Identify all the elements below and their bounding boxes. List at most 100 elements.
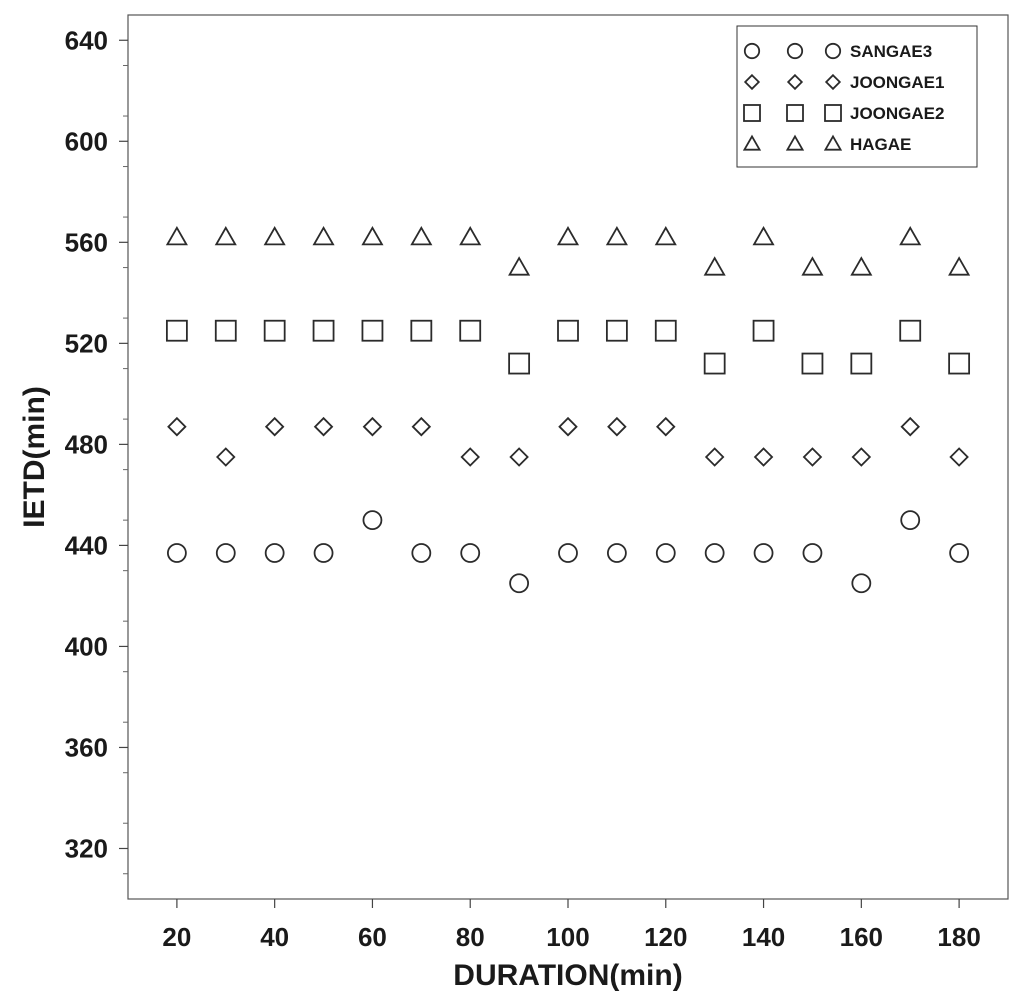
point-square	[165, 319, 188, 342]
x-axis-title: DURATION(min)	[453, 959, 682, 992]
legend-marker-circle	[824, 42, 842, 60]
series-joongae2	[165, 319, 971, 375]
point-square	[214, 319, 237, 342]
x-tick-label: 60	[358, 922, 387, 952]
point-circle	[606, 543, 627, 563]
legend-marker-diamond	[824, 73, 842, 91]
point-circle	[460, 543, 481, 563]
legend-label: HAGAE	[850, 135, 911, 154]
point-circle	[166, 543, 187, 563]
y-tick-label: 640	[65, 25, 108, 55]
point-circle	[753, 543, 774, 563]
point-circle	[851, 573, 872, 594]
point-triangle	[459, 225, 482, 246]
x-axis: 20 40 60 80 100 120 140 160 180	[162, 899, 981, 952]
legend-marker-diamond	[743, 73, 761, 91]
point-circle	[264, 543, 285, 563]
point-diamond	[802, 447, 823, 467]
point-square	[459, 319, 482, 342]
point-square	[654, 319, 677, 342]
point-diamond	[167, 416, 187, 437]
point-square	[410, 319, 433, 342]
point-diamond	[216, 447, 236, 467]
point-circle	[362, 510, 383, 531]
point-diamond	[460, 447, 480, 467]
x-tick-label: 80	[456, 922, 485, 952]
point-diamond	[411, 416, 432, 437]
legend-label: JOONGAE1	[850, 73, 944, 92]
point-circle	[949, 543, 970, 563]
data-points	[165, 225, 971, 594]
y-tick-label: 520	[65, 328, 108, 358]
point-circle	[704, 543, 725, 563]
point-square	[312, 319, 335, 342]
x-tick-label: 180	[937, 922, 980, 952]
point-diamond	[509, 447, 529, 467]
point-triangle	[605, 225, 628, 246]
legend-label: JOONGAE2	[850, 104, 944, 123]
point-diamond	[607, 416, 627, 437]
legend: SANGAE3 JOONGAE1 JOONGAE2 HAGAE	[736, 25, 978, 168]
legend-marker-triangle	[785, 134, 805, 151]
legend-marker-circle	[786, 42, 804, 60]
point-triangle	[899, 225, 922, 246]
point-diamond	[900, 416, 920, 437]
point-diamond	[362, 416, 383, 437]
point-square	[703, 352, 726, 375]
point-square	[508, 352, 531, 375]
legend-marker-square	[743, 104, 761, 122]
x-tick-label: 160	[840, 922, 883, 952]
y-tick-label: 480	[65, 429, 108, 459]
point-circle	[509, 573, 530, 594]
point-triangle	[703, 256, 726, 276]
series-joongae1	[167, 416, 969, 467]
point-square	[948, 352, 971, 375]
point-triangle	[312, 225, 335, 246]
y-tick-label: 440	[65, 530, 108, 560]
y-tick-label: 320	[65, 833, 108, 863]
legend-marker-triangle	[742, 134, 762, 151]
y-tick-label: 400	[65, 631, 108, 661]
point-circle	[655, 543, 676, 563]
point-diamond	[558, 416, 578, 437]
point-circle	[802, 543, 823, 563]
point-square	[801, 352, 824, 375]
point-square	[361, 319, 384, 342]
point-diamond	[949, 447, 969, 467]
point-triangle	[508, 256, 531, 276]
point-triangle	[654, 225, 677, 246]
series-hagae	[165, 225, 971, 276]
y-tick-label: 600	[65, 126, 108, 156]
point-triangle	[214, 225, 237, 246]
point-diamond	[313, 416, 334, 437]
x-tick-label: 120	[644, 922, 687, 952]
point-square	[850, 352, 873, 375]
point-triangle	[801, 256, 824, 276]
point-diamond	[656, 416, 676, 437]
legend-box	[736, 25, 978, 168]
y-tick-label: 560	[65, 227, 108, 257]
point-square	[557, 319, 579, 342]
point-square	[263, 319, 286, 342]
point-circle	[313, 543, 334, 563]
point-triangle	[556, 225, 580, 246]
point-square	[752, 319, 775, 342]
x-tick-label: 140	[742, 922, 785, 952]
x-tick-label: 20	[162, 922, 191, 952]
legend-label: SANGAE3	[850, 42, 932, 61]
point-diamond	[704, 447, 725, 467]
y-axis-title: IETD(min)	[18, 386, 51, 528]
point-square	[899, 319, 922, 342]
legend-marker-circle	[743, 42, 761, 60]
series-sangae3	[166, 510, 970, 594]
point-triangle	[850, 256, 873, 276]
point-diamond	[851, 447, 872, 467]
y-axis: 320 360 400 440 480 520 560 600 640	[65, 25, 128, 875]
point-diamond	[753, 447, 774, 467]
point-triangle	[410, 225, 433, 246]
point-circle	[215, 543, 236, 563]
point-circle	[900, 510, 921, 531]
point-square	[605, 319, 628, 342]
point-triangle	[263, 225, 286, 246]
